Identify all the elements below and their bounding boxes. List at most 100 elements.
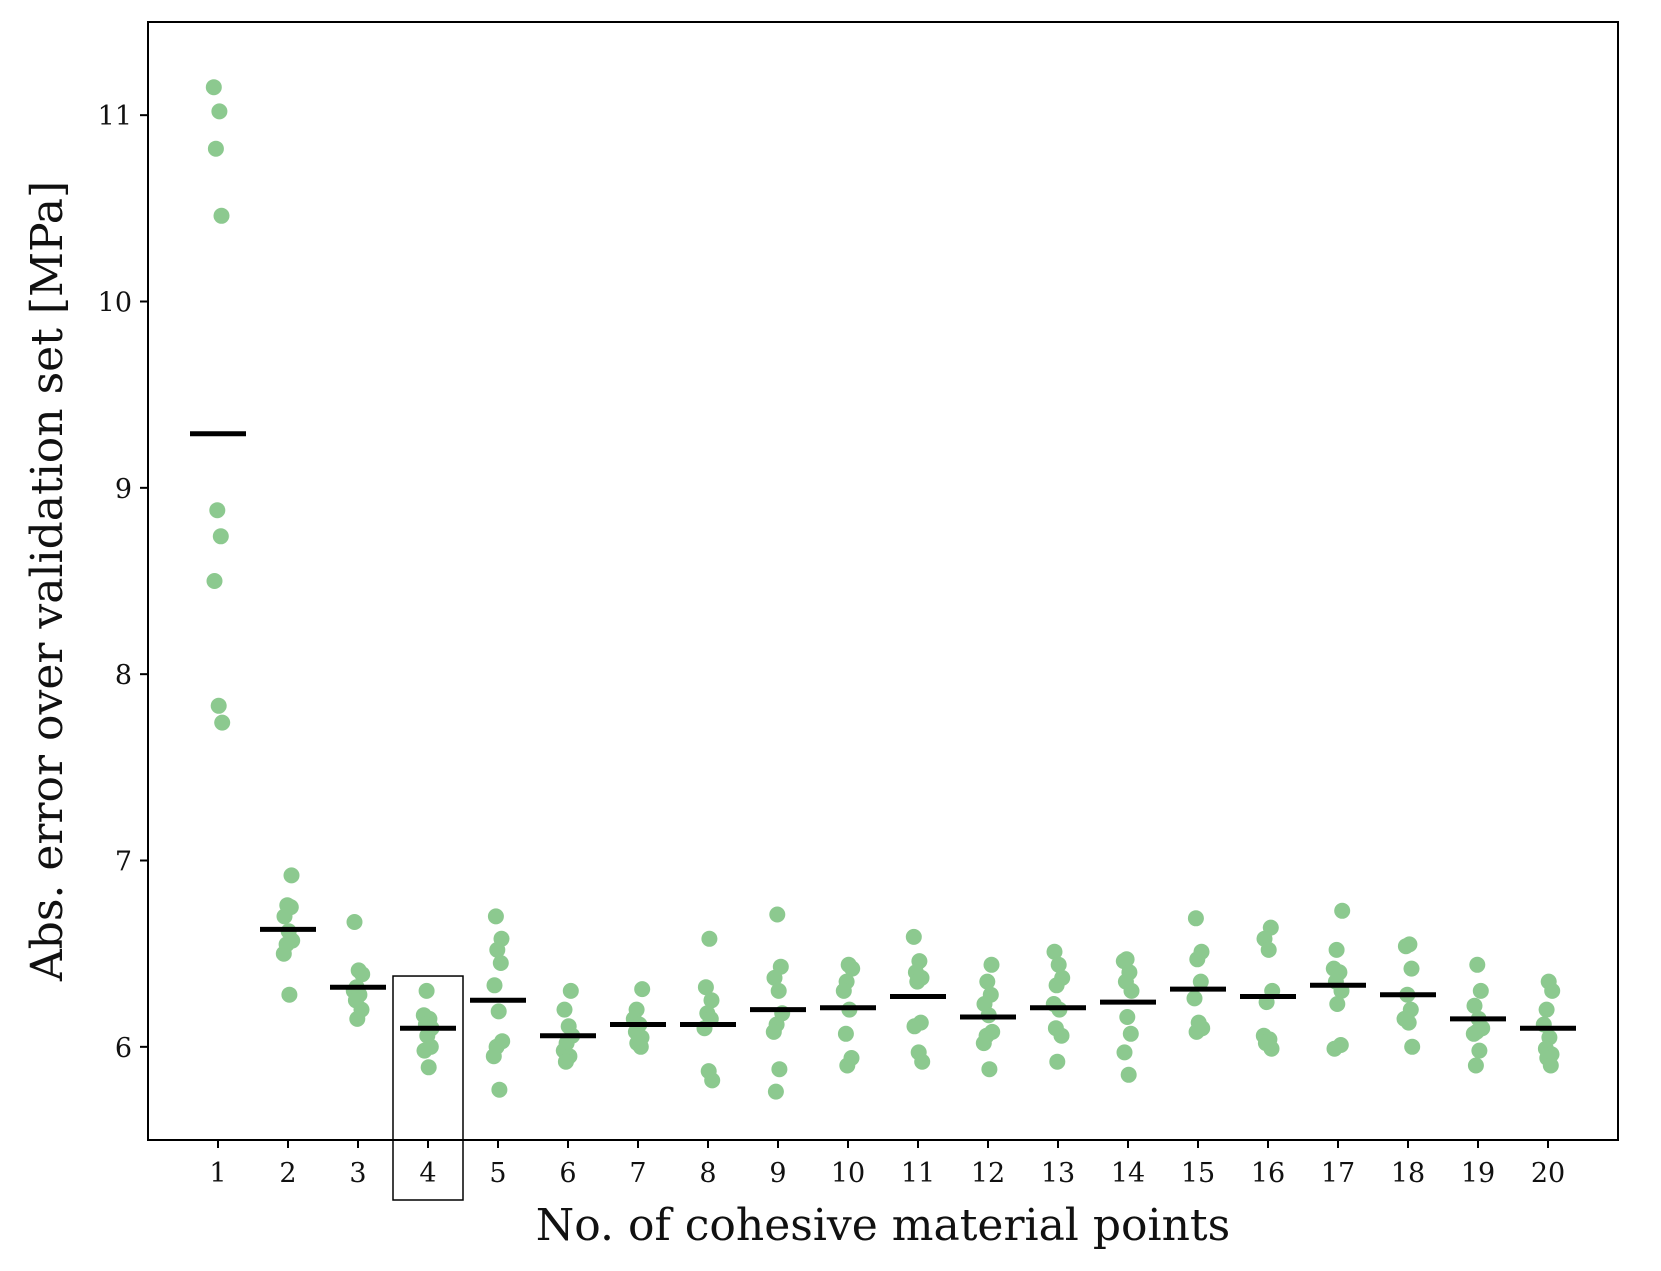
data-point bbox=[1334, 902, 1351, 919]
data-point bbox=[979, 973, 996, 990]
data-point bbox=[767, 1083, 784, 1100]
highlight-box bbox=[392, 975, 464, 1201]
data-point bbox=[485, 1048, 502, 1065]
data-point bbox=[1403, 960, 1420, 977]
data-point bbox=[1046, 943, 1063, 960]
y-axis: 6 7 8 9 10 11 bbox=[98, 101, 148, 1064]
data-point bbox=[210, 697, 227, 714]
x-tick-label: 4 bbox=[419, 1158, 436, 1189]
data-point bbox=[557, 1053, 574, 1070]
data-point bbox=[1472, 982, 1489, 999]
x-axis: 1 2 3 4 5 6 7 8 9 10 11 12 13 14 15 16 17 18 19 20 bbox=[209, 1140, 1565, 1189]
data-point bbox=[1116, 1044, 1133, 1061]
data-point bbox=[1544, 982, 1561, 999]
data-point bbox=[211, 103, 228, 120]
data-point bbox=[1119, 1009, 1136, 1025]
x-axis-label: No. of cohesive material points bbox=[536, 1200, 1230, 1251]
x-tick-label: 18 bbox=[1391, 1158, 1425, 1189]
data-point bbox=[1188, 1023, 1205, 1040]
x-tick-label: 8 bbox=[699, 1158, 716, 1189]
x-tick-label: 20 bbox=[1531, 1158, 1565, 1189]
y-tick-label: 6 bbox=[115, 1033, 132, 1064]
x-tick-label: 3 bbox=[349, 1158, 366, 1189]
x-tick-label: 5 bbox=[489, 1158, 506, 1189]
data-point bbox=[771, 1061, 788, 1078]
data-point bbox=[914, 1053, 931, 1070]
x-tick-label: 6 bbox=[559, 1158, 576, 1189]
data-point bbox=[492, 955, 509, 971]
data-point bbox=[1329, 996, 1346, 1012]
data-point bbox=[1263, 1040, 1280, 1057]
data-point bbox=[1538, 1001, 1555, 1018]
data-point bbox=[905, 928, 922, 945]
x-tick-label: 16 bbox=[1251, 1158, 1285, 1189]
data-point bbox=[770, 982, 787, 999]
data-point bbox=[981, 1061, 998, 1078]
data-point bbox=[1400, 1014, 1417, 1031]
data-point bbox=[1471, 1042, 1488, 1059]
data-point bbox=[844, 960, 861, 977]
x-tick-label: 14 bbox=[1111, 1158, 1145, 1189]
data-point bbox=[1326, 1040, 1343, 1057]
data-point bbox=[839, 1057, 856, 1074]
data-point bbox=[632, 1038, 649, 1055]
data-point bbox=[207, 140, 224, 157]
data-point bbox=[1187, 910, 1204, 927]
data-point bbox=[283, 867, 300, 884]
data-point bbox=[556, 1001, 573, 1018]
data-point bbox=[701, 930, 718, 947]
data-point bbox=[1192, 973, 1209, 990]
data-point bbox=[835, 982, 852, 999]
x-tick-label: 15 bbox=[1181, 1158, 1215, 1189]
data-point bbox=[487, 908, 504, 925]
data-point bbox=[1469, 956, 1486, 973]
data-point bbox=[562, 982, 579, 999]
data-point bbox=[490, 1003, 507, 1020]
data-point bbox=[1328, 941, 1345, 958]
data-point bbox=[1048, 977, 1065, 994]
data-point bbox=[704, 1072, 721, 1089]
x-tick-label: 11 bbox=[901, 1158, 935, 1189]
data-point bbox=[975, 1035, 992, 1052]
data-point bbox=[703, 992, 720, 1009]
x-tick-label: 10 bbox=[831, 1158, 865, 1189]
data-point bbox=[205, 79, 222, 96]
data-point bbox=[634, 981, 651, 998]
data-point bbox=[418, 982, 435, 999]
points-layer bbox=[205, 79, 1561, 1100]
x-tick-label: 2 bbox=[279, 1158, 296, 1189]
data-point bbox=[275, 945, 292, 962]
plot-frame bbox=[147, 21, 1619, 1141]
data-point bbox=[837, 1025, 854, 1042]
data-point bbox=[349, 1010, 366, 1027]
data-point bbox=[212, 528, 229, 545]
data-point bbox=[769, 906, 786, 923]
data-point bbox=[491, 1081, 508, 1098]
y-tick-label: 7 bbox=[115, 847, 132, 878]
x-tick-label: 9 bbox=[769, 1158, 786, 1189]
data-point bbox=[1049, 1053, 1066, 1070]
data-point bbox=[1260, 941, 1277, 958]
x-tick-label: 19 bbox=[1461, 1158, 1495, 1189]
y-axis-label: Abs. error over validation set [MPa] bbox=[22, 181, 73, 982]
y-tick-label: 8 bbox=[115, 660, 132, 691]
data-point bbox=[1465, 1025, 1482, 1042]
data-point bbox=[765, 1023, 782, 1040]
data-point bbox=[697, 979, 714, 996]
data-point bbox=[766, 969, 783, 986]
data-point bbox=[346, 914, 363, 930]
data-point bbox=[206, 573, 223, 589]
data-point bbox=[983, 956, 1000, 973]
y-tick-label: 10 bbox=[98, 288, 132, 319]
data-point bbox=[1189, 951, 1206, 968]
data-point bbox=[1120, 1066, 1137, 1083]
x-tick-label: 17 bbox=[1321, 1158, 1355, 1189]
data-point bbox=[214, 714, 231, 731]
data-point bbox=[1053, 1027, 1070, 1044]
x-tick-label: 1 bbox=[209, 1158, 226, 1189]
data-point bbox=[1123, 982, 1140, 999]
data-point bbox=[1186, 990, 1203, 1007]
data-point bbox=[489, 941, 506, 958]
data-point bbox=[354, 966, 371, 983]
